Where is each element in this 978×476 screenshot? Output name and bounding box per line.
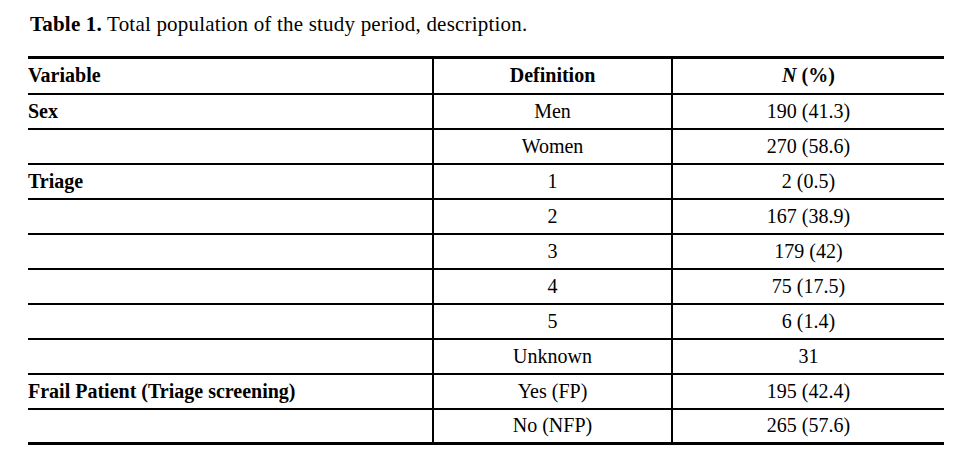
n-cell: 265 (57.6)	[672, 409, 944, 444]
definition-cell: No (NFP)	[433, 409, 672, 444]
table-row: Triage 1 2 (0.5)	[28, 164, 944, 199]
definition-cell: 3	[433, 234, 672, 269]
variable-cell	[28, 339, 433, 374]
table-row: 2 167 (38.9)	[28, 199, 944, 234]
definition-cell: Men	[433, 94, 672, 129]
definition-cell: 4	[433, 269, 672, 304]
column-header-n-pct: N (%)	[672, 58, 944, 94]
column-header-definition: Definition	[433, 58, 672, 94]
table-row: 5 6 (1.4)	[28, 304, 944, 339]
n-cell: 195 (42.4)	[672, 374, 944, 409]
n-cell: 270 (58.6)	[672, 129, 944, 164]
n-symbol: N	[782, 64, 796, 86]
table-caption: Table 1. Total population of the study p…	[30, 12, 527, 37]
table-row: 3 179 (42)	[28, 234, 944, 269]
n-cell: 6 (1.4)	[672, 304, 944, 339]
definition-cell: Women	[433, 129, 672, 164]
variable-cell	[28, 129, 433, 164]
table-row: Women 270 (58.6)	[28, 129, 944, 164]
n-cell: 167 (38.9)	[672, 199, 944, 234]
variable-cell	[28, 409, 433, 444]
table-row: No (NFP) 265 (57.6)	[28, 409, 944, 444]
variable-cell	[28, 304, 433, 339]
definition-cell: Unknown	[433, 339, 672, 374]
definition-cell: 1	[433, 164, 672, 199]
table-row: 4 75 (17.5)	[28, 269, 944, 304]
n-cell: 179 (42)	[672, 234, 944, 269]
n-cell: 31	[672, 339, 944, 374]
column-header-variable: Variable	[28, 58, 433, 94]
variable-cell	[28, 269, 433, 304]
variable-cell: Sex	[28, 94, 433, 129]
n-cell: 2 (0.5)	[672, 164, 944, 199]
variable-cell: Triage	[28, 164, 433, 199]
table-caption-number: Table 1.	[30, 12, 102, 36]
pct-label: (%)	[797, 64, 835, 86]
variable-cell: Frail Patient (Triage screening)	[28, 374, 433, 409]
variable-cell	[28, 199, 433, 234]
definition-cell: 2	[433, 199, 672, 234]
n-cell: 75 (17.5)	[672, 269, 944, 304]
table-row: Frail Patient (Triage screening) Yes (FP…	[28, 374, 944, 409]
variable-cell	[28, 234, 433, 269]
table-header-row: Variable Definition N (%)	[28, 58, 944, 94]
table-row: Unknown 31	[28, 339, 944, 374]
population-table: Variable Definition N (%) Sex Men 190 (4…	[28, 56, 944, 445]
document-page: Table 1. Total population of the study p…	[0, 0, 978, 476]
definition-cell: 5	[433, 304, 672, 339]
definition-cell: Yes (FP)	[433, 374, 672, 409]
table-row: Sex Men 190 (41.3)	[28, 94, 944, 129]
n-cell: 190 (41.3)	[672, 94, 944, 129]
table-caption-text: Total population of the study period, de…	[102, 12, 527, 36]
